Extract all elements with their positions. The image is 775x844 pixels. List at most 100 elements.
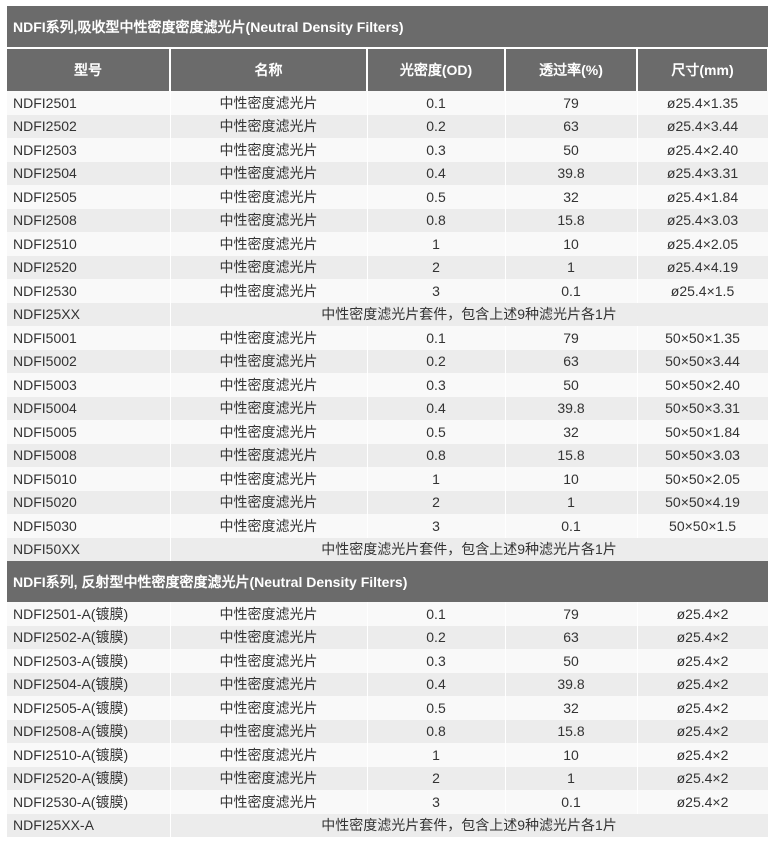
cell-model: NDFI2502 [7,114,171,138]
cell-name: 中性密度滤光片 [170,467,368,491]
cell-name: 中性密度滤光片 [170,279,368,303]
cell-model: NDFI2504-A(镀膜) [7,672,171,696]
cell-size: 50×50×2.40 [637,373,769,397]
table-row: NDFI2504-A(镀膜) 中性密度滤光片 0.4 39.8 ø25.4×2 [7,672,769,696]
cell-model: NDFI5002 [7,349,171,373]
cell-model: NDFI5020 [7,490,171,514]
table-row: NDFI25XX 中性密度滤光片套件，包含上述9种滤光片各1片 [7,302,769,326]
cell-model: NDFI5004 [7,396,171,420]
cell-od: 0.8 [367,719,506,743]
cell-od: 0.4 [367,161,506,185]
table-row: NDFI2502-A(镀膜) 中性密度滤光片 0.2 63 ø25.4×2 [7,625,769,649]
cell-size: ø25.4×2.05 [637,232,769,256]
cell-size: 50×50×2.05 [637,467,769,491]
cell-od: 2 [367,255,506,279]
cell-model: NDFI2504 [7,161,171,185]
cell-size: ø25.4×2 [637,743,769,767]
cell-name: 中性密度滤光片 [170,138,368,162]
table-row: NDFI2503 中性密度滤光片 0.3 50 ø25.4×2.40 [7,138,769,162]
cell-model: NDFI2502-A(镀膜) [7,625,171,649]
cell-transmittance: 39.8 [505,161,638,185]
col-header-transmittance: 透过率(%) [505,47,638,91]
cell-od: 0.3 [367,138,506,162]
cell-model: NDFI25XX-A [7,813,171,837]
section1-title: NDFI系列,吸收型中性密度密度滤光片(Neutral Density Filt… [7,6,769,48]
table-row: NDFI2508-A(镀膜) 中性密度滤光片 0.8 15.8 ø25.4×2 [7,719,769,743]
cell-transmittance: 50 [505,649,638,673]
cell-model: NDFI2530 [7,279,171,303]
cell-name: 中性密度滤光片 [170,443,368,467]
cell-model: NDFI5008 [7,443,171,467]
cell-name: 中性密度滤光片 [170,672,368,696]
table-row: NDFI2530-A(镀膜) 中性密度滤光片 3 0.1 ø25.4×2 [7,790,769,814]
cell-od: 0.1 [367,602,506,626]
table-row: NDFI2501-A(镀膜) 中性密度滤光片 0.1 79 ø25.4×2 [7,602,769,626]
cell-size: ø25.4×2 [637,719,769,743]
cell-od: 0.8 [367,208,506,232]
cell-size: ø25.4×1.35 [637,91,769,115]
cell-od: 3 [367,514,506,538]
table-row: NDFI5005 中性密度滤光片 0.5 32 50×50×1.84 [7,420,769,444]
col-header-name: 名称 [170,47,368,91]
cell-transmittance: 63 [505,625,638,649]
cell-model: NDFI2503 [7,138,171,162]
cell-model: NDFI2501-A(镀膜) [7,602,171,626]
cell-transmittance: 0.1 [505,790,638,814]
table-row: NDFI5010 中性密度滤光片 1 10 50×50×2.05 [7,467,769,491]
cell-size: ø25.4×2.40 [637,138,769,162]
cell-transmittance: 32 [505,185,638,209]
cell-size: ø25.4×1.84 [637,185,769,209]
cell-name: 中性密度滤光片 [170,766,368,790]
cell-name: 中性密度滤光片 [170,649,368,673]
table-row: NDFI5004 中性密度滤光片 0.4 39.8 50×50×3.31 [7,396,769,420]
cell-transmittance: 0.1 [505,279,638,303]
table-row: NDFI2510-A(镀膜) 中性密度滤光片 1 10 ø25.4×2 [7,743,769,767]
cell-transmittance: 10 [505,743,638,767]
cell-name: 中性密度滤光片 [170,114,368,138]
table-row: NDFI5003 中性密度滤光片 0.3 50 50×50×2.40 [7,373,769,397]
cell-model: NDFI2505-A(镀膜) [7,696,171,720]
cell-size: ø25.4×2 [637,649,769,673]
cell-transmittance: 39.8 [505,672,638,696]
cell-size: ø25.4×2 [637,625,769,649]
table-row: NDFI2501 中性密度滤光片 0.1 79 ø25.4×1.35 [7,91,769,115]
cell-size: 50×50×3.31 [637,396,769,420]
cell-name: 中性密度滤光片 [170,255,368,279]
cell-transmittance: 15.8 [505,443,638,467]
cell-size: ø25.4×3.31 [637,161,769,185]
cell-name: 中性密度滤光片 [170,790,368,814]
cell-size: ø25.4×3.03 [637,208,769,232]
cell-od: 3 [367,790,506,814]
cell-od: 0.3 [367,649,506,673]
cell-size: ø25.4×2 [637,766,769,790]
cell-size: 50×50×1.84 [637,420,769,444]
cell-od: 0.5 [367,696,506,720]
cell-od: 0.1 [367,91,506,115]
section-title-row: NDFI系列, 反射型中性密度密度滤光片(Neutral Density Fil… [7,561,769,602]
cell-size: ø25.4×2 [637,602,769,626]
col-header-model: 型号 [7,47,171,91]
cell-transmittance: 39.8 [505,396,638,420]
cell-size: 50×50×4.19 [637,490,769,514]
cell-od: 0.2 [367,349,506,373]
cell-transmittance: 63 [505,349,638,373]
table-row: NDFI2530 中性密度滤光片 3 0.1 ø25.4×1.5 [7,279,769,303]
cell-transmittance: 1 [505,766,638,790]
cell-size: 50×50×3.03 [637,443,769,467]
cell-size: ø25.4×2 [637,790,769,814]
product-table-container: NDFI系列,吸收型中性密度密度滤光片(Neutral Density Filt… [7,6,770,837]
table-row: NDFI2502 中性密度滤光片 0.2 63 ø25.4×3.44 [7,114,769,138]
table-row: NDFI2504 中性密度滤光片 0.4 39.8 ø25.4×3.31 [7,161,769,185]
product-table: NDFI系列,吸收型中性密度密度滤光片(Neutral Density Filt… [7,6,770,837]
cell-size: ø25.4×2 [637,672,769,696]
table-row: NDFI2503-A(镀膜) 中性密度滤光片 0.3 50 ø25.4×2 [7,649,769,673]
cell-transmittance: 50 [505,138,638,162]
cell-model: NDFI2508 [7,208,171,232]
cell-od: 0.2 [367,625,506,649]
cell-model: NDFI2520-A(镀膜) [7,766,171,790]
table-row: NDFI5020 中性密度滤光片 2 1 50×50×4.19 [7,490,769,514]
cell-model: NDFI2503-A(镀膜) [7,649,171,673]
cell-od: 0.5 [367,185,506,209]
cell-name: 中性密度滤光片 [170,514,368,538]
cell-transmittance: 79 [505,602,638,626]
